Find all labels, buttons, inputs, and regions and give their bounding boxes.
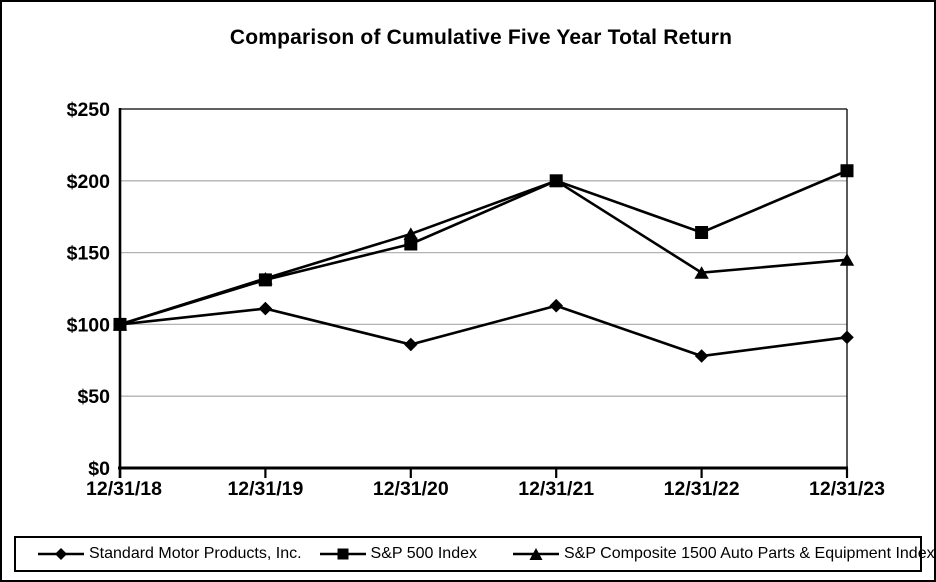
y-axis-tick-label: $0 (88, 458, 110, 480)
x-axis-tick-label: 12/31/19 (227, 478, 303, 500)
y-axis-tick-label: $250 (67, 99, 111, 121)
series-line-diamond (119, 304, 848, 358)
legend-label-sp1500-auto: S&P Composite 1500 Auto Parts & Equipmen… (564, 545, 935, 562)
square-data-marker (113, 317, 127, 331)
square-data-marker (549, 174, 563, 188)
chart-title: Comparison of Cumulative Five Year Total… (229, 26, 733, 49)
legend-item-sp1500-auto: S&P Composite 1500 Auto Parts & Equipmen… (513, 545, 935, 563)
legend-label-smp: Standard Motor Products, Inc. (89, 545, 302, 562)
x-axis-tick-label: 12/31/22 (664, 478, 740, 500)
y-axis-tick-label: $50 (77, 386, 110, 408)
square-data-marker (695, 225, 709, 239)
diamond-marker-icon (38, 548, 84, 560)
cumulative-return-line-chart: $0 $50 $100 $150 $200 $250 12/31/18 12/31/19 12/… (67, 99, 885, 500)
y-axis-tick-label: $100 (67, 314, 111, 336)
square-marker-icon (319, 548, 366, 560)
diamond-data-marker (404, 337, 418, 352)
legend-item-smp: Standard Motor Products, Inc. (38, 545, 302, 563)
legend-label-sp500: S&P 500 Index (370, 545, 477, 562)
triangle-data-marker (403, 227, 418, 240)
diamond-data-marker (694, 349, 709, 363)
x-axis-tick-label: 12/31/20 (373, 478, 449, 500)
square-data-marker (258, 273, 272, 287)
square-data-marker (840, 164, 854, 178)
x-axis-tick-label: 12/31/23 (809, 478, 885, 500)
x-axis-tick-label: 12/31/18 (86, 478, 162, 500)
diamond-data-marker (549, 298, 563, 313)
triangle-marker-icon (513, 548, 559, 560)
diamond-data-marker (258, 301, 273, 316)
series-line-square (119, 169, 848, 326)
legend-item-sp500: S&P 500 Index (319, 545, 477, 563)
y-axis-tick-label: $200 (67, 171, 111, 193)
diamond-data-marker (840, 330, 854, 345)
y-axis-tick-label: $150 (67, 243, 111, 265)
square-data-marker (404, 237, 418, 251)
triangle-data-marker (839, 253, 855, 266)
x-axis-tick-label: 12/31/21 (518, 478, 594, 500)
triangle-data-marker (694, 266, 709, 279)
legend: Standard Motor Products, Inc. S&P 500 In… (14, 536, 934, 572)
